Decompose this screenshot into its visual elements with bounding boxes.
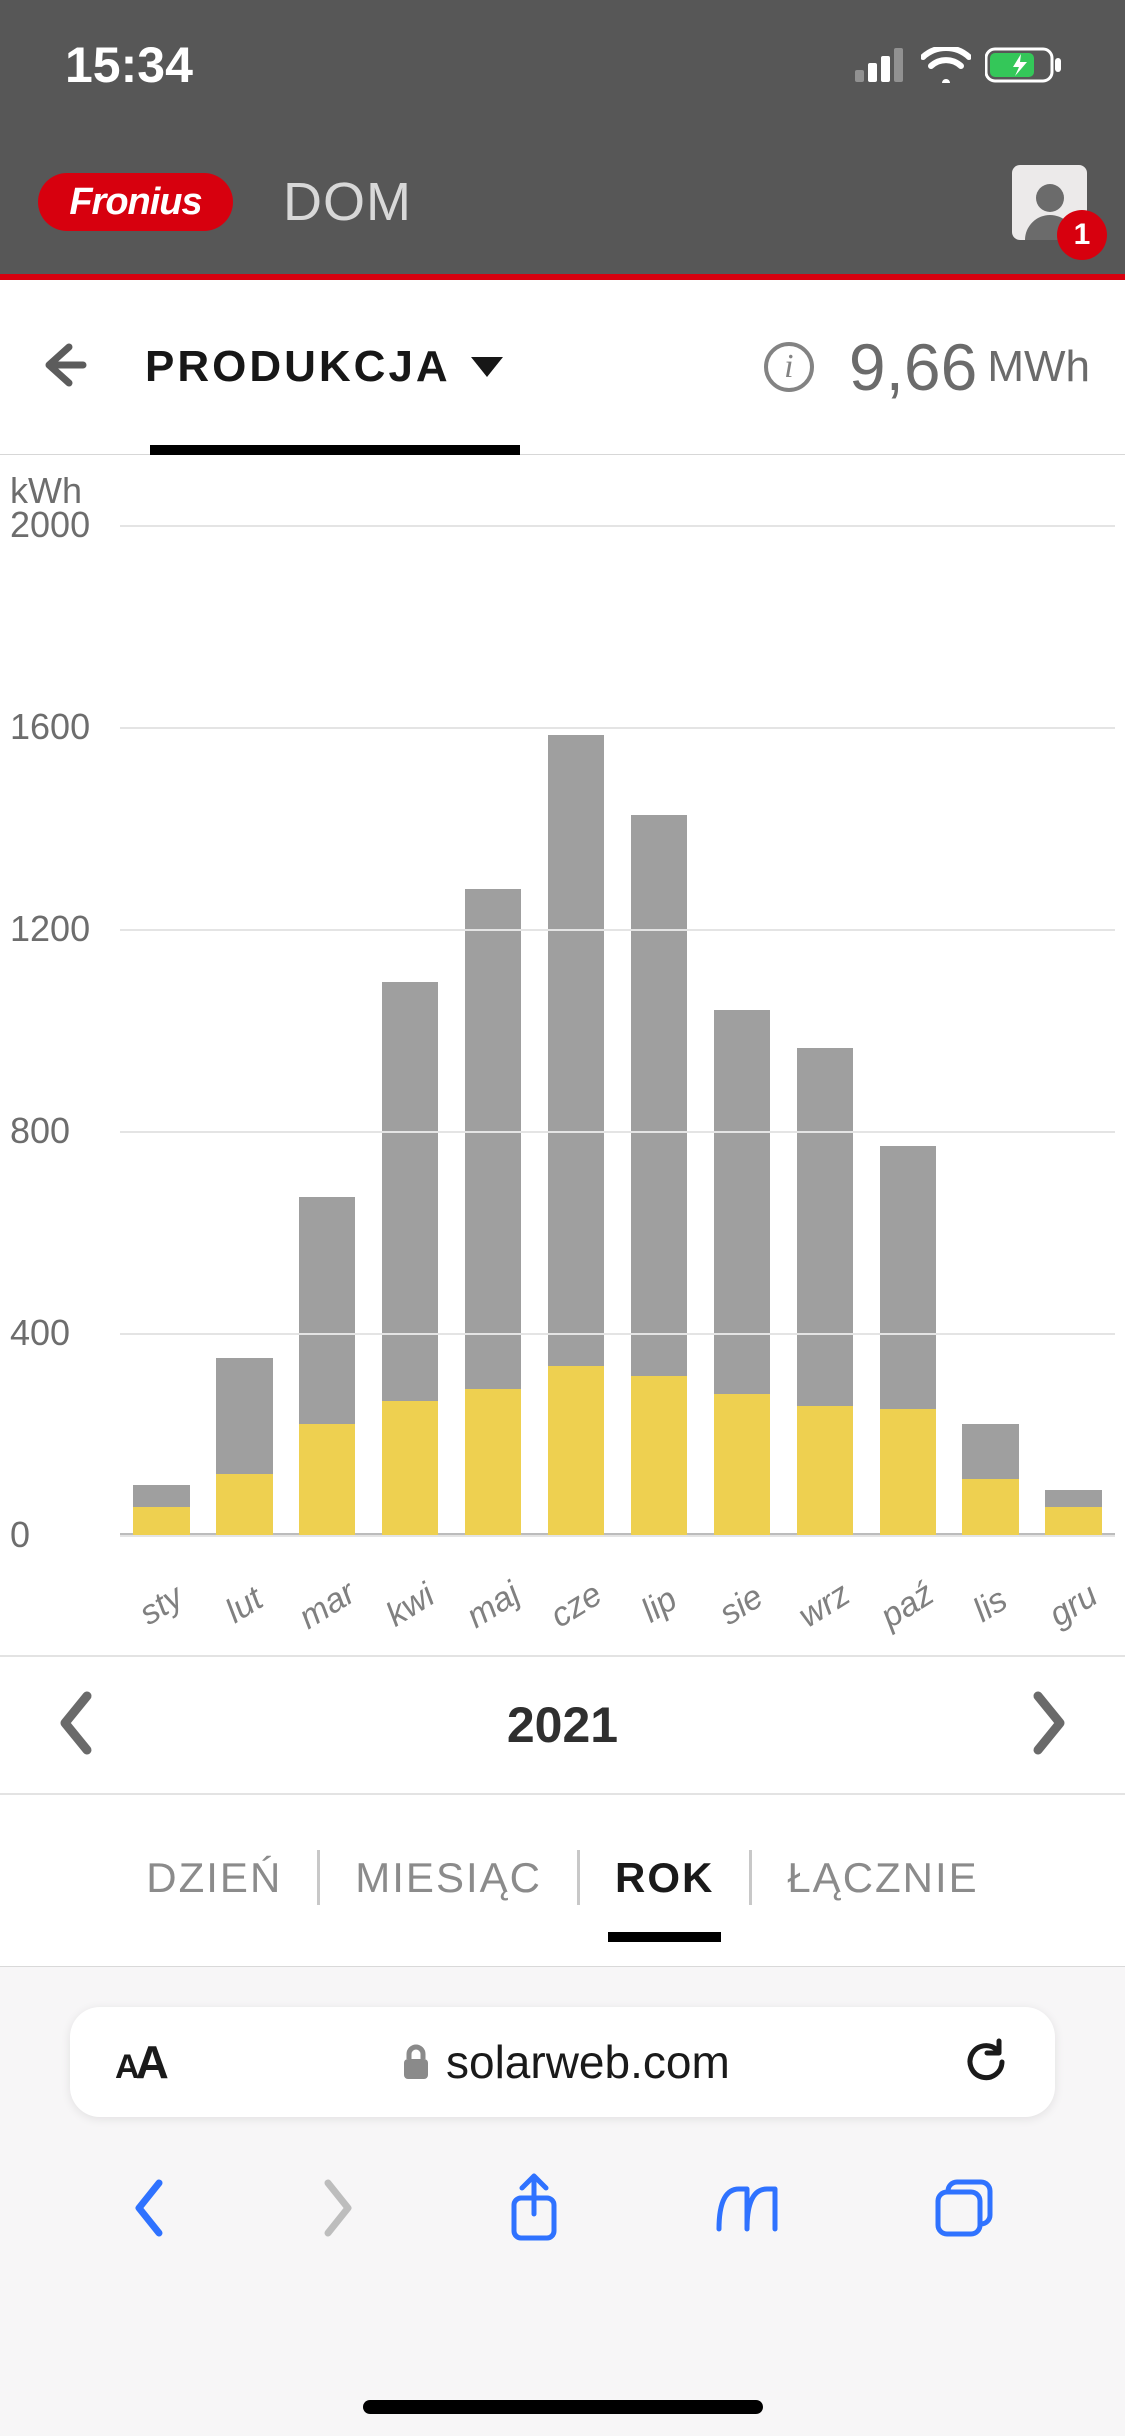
total-unit: MWh	[987, 342, 1090, 392]
x-tick-label: lip	[613, 1567, 704, 1644]
bar-lut[interactable]	[216, 1358, 272, 1535]
metric-dropdown[interactable]: PRODUKCJA	[145, 342, 503, 392]
bar-gru[interactable]	[1045, 1490, 1101, 1535]
year-label: 2021	[507, 1696, 618, 1754]
back-button[interactable]	[35, 339, 95, 396]
app-header: Fronius DOM 1	[0, 130, 1125, 280]
y-tick-label: 400	[10, 1312, 110, 1354]
prev-year-button[interactable]	[55, 1688, 95, 1763]
status-bar: 15:34	[0, 0, 1125, 130]
x-tick-label: wrz	[779, 1567, 870, 1644]
chevron-right-icon	[1030, 1688, 1070, 1758]
year-navigation: 2021	[0, 1655, 1125, 1795]
info-button[interactable]: i	[764, 342, 814, 392]
total-value: 9,66	[849, 329, 977, 405]
home-indicator[interactable]	[363, 2400, 763, 2414]
url-domain: solarweb.com	[446, 2035, 730, 2089]
x-tick-label: gru	[1028, 1567, 1119, 1644]
y-tick-label: 1600	[10, 706, 110, 748]
browser-back-button[interactable]	[129, 2175, 169, 2241]
x-tick-label: paź	[862, 1567, 953, 1644]
period-tab-rok[interactable]: ROK	[580, 1854, 749, 1902]
battery-charging-icon	[985, 46, 1065, 84]
wifi-icon	[921, 47, 971, 83]
brand-logo[interactable]: Fronius	[38, 173, 233, 231]
x-tick-label: cze	[531, 1567, 622, 1644]
bar-wrz[interactable]	[797, 1048, 853, 1535]
bar-mar[interactable]	[299, 1197, 355, 1535]
lock-icon	[401, 2043, 431, 2081]
period-tabs: DZIEŃMIESIĄCROKŁĄCZNIE	[0, 1795, 1125, 1960]
y-tick-label: 2000	[10, 504, 110, 546]
y-tick-label: 800	[10, 1110, 110, 1152]
notification-badge: 1	[1057, 210, 1107, 260]
bookmarks-button[interactable]	[711, 2179, 783, 2237]
arrow-left-icon	[35, 339, 87, 391]
bar-lip[interactable]	[631, 815, 687, 1535]
bar-sie[interactable]	[714, 1010, 770, 1535]
x-tick-label: lut	[199, 1567, 290, 1644]
active-tab-indicator	[150, 445, 520, 455]
x-tick-label: mar	[282, 1567, 373, 1644]
browser-chrome: AA solarweb.com	[0, 1966, 1125, 2436]
cellular-icon	[855, 48, 907, 82]
status-indicators	[855, 46, 1065, 84]
bar-maj[interactable]	[465, 889, 521, 1535]
bar-cze[interactable]	[548, 735, 604, 1535]
status-time: 15:34	[65, 36, 193, 94]
browser-forward-button[interactable]	[318, 2175, 358, 2241]
bar-kwi[interactable]	[382, 982, 438, 1535]
metric-label: PRODUKCJA	[145, 342, 451, 392]
x-tick-label: lis	[945, 1567, 1036, 1644]
url-bar[interactable]: AA solarweb.com	[70, 2007, 1055, 2117]
next-year-button[interactable]	[1030, 1688, 1070, 1763]
chevron-left-icon	[55, 1688, 95, 1758]
x-tick-label: sie	[696, 1567, 787, 1644]
brand-text: Fronius	[69, 181, 201, 224]
share-button[interactable]	[506, 2172, 562, 2244]
production-chart[interactable]: kWh 0400800120016002000 stylutmarkwimajc…	[0, 455, 1125, 1655]
bar-sty[interactable]	[133, 1485, 189, 1536]
x-tick-label: kwi	[365, 1567, 456, 1644]
bar-paź[interactable]	[880, 1146, 936, 1535]
text-size-button[interactable]: AA	[115, 2035, 165, 2089]
period-tab-miesiąc[interactable]: MIESIĄC	[320, 1854, 577, 1902]
period-tab-łącznie[interactable]: ŁĄCZNIE	[752, 1854, 1013, 1902]
chevron-down-icon	[471, 357, 503, 377]
x-tick-label: maj	[448, 1567, 539, 1644]
tabs-button[interactable]	[932, 2176, 996, 2240]
profile-button[interactable]: 1	[1012, 165, 1087, 240]
reload-button[interactable]	[966, 2038, 1010, 2086]
y-tick-label: 0	[10, 1514, 110, 1556]
x-tick-label: sty	[116, 1567, 207, 1644]
system-name[interactable]: DOM	[283, 171, 412, 233]
bar-lis[interactable]	[962, 1424, 1018, 1535]
y-tick-label: 1200	[10, 908, 110, 950]
summary-row: PRODUKCJA i 9,66 MWh	[0, 280, 1125, 455]
period-tab-dzień[interactable]: DZIEŃ	[111, 1854, 317, 1902]
